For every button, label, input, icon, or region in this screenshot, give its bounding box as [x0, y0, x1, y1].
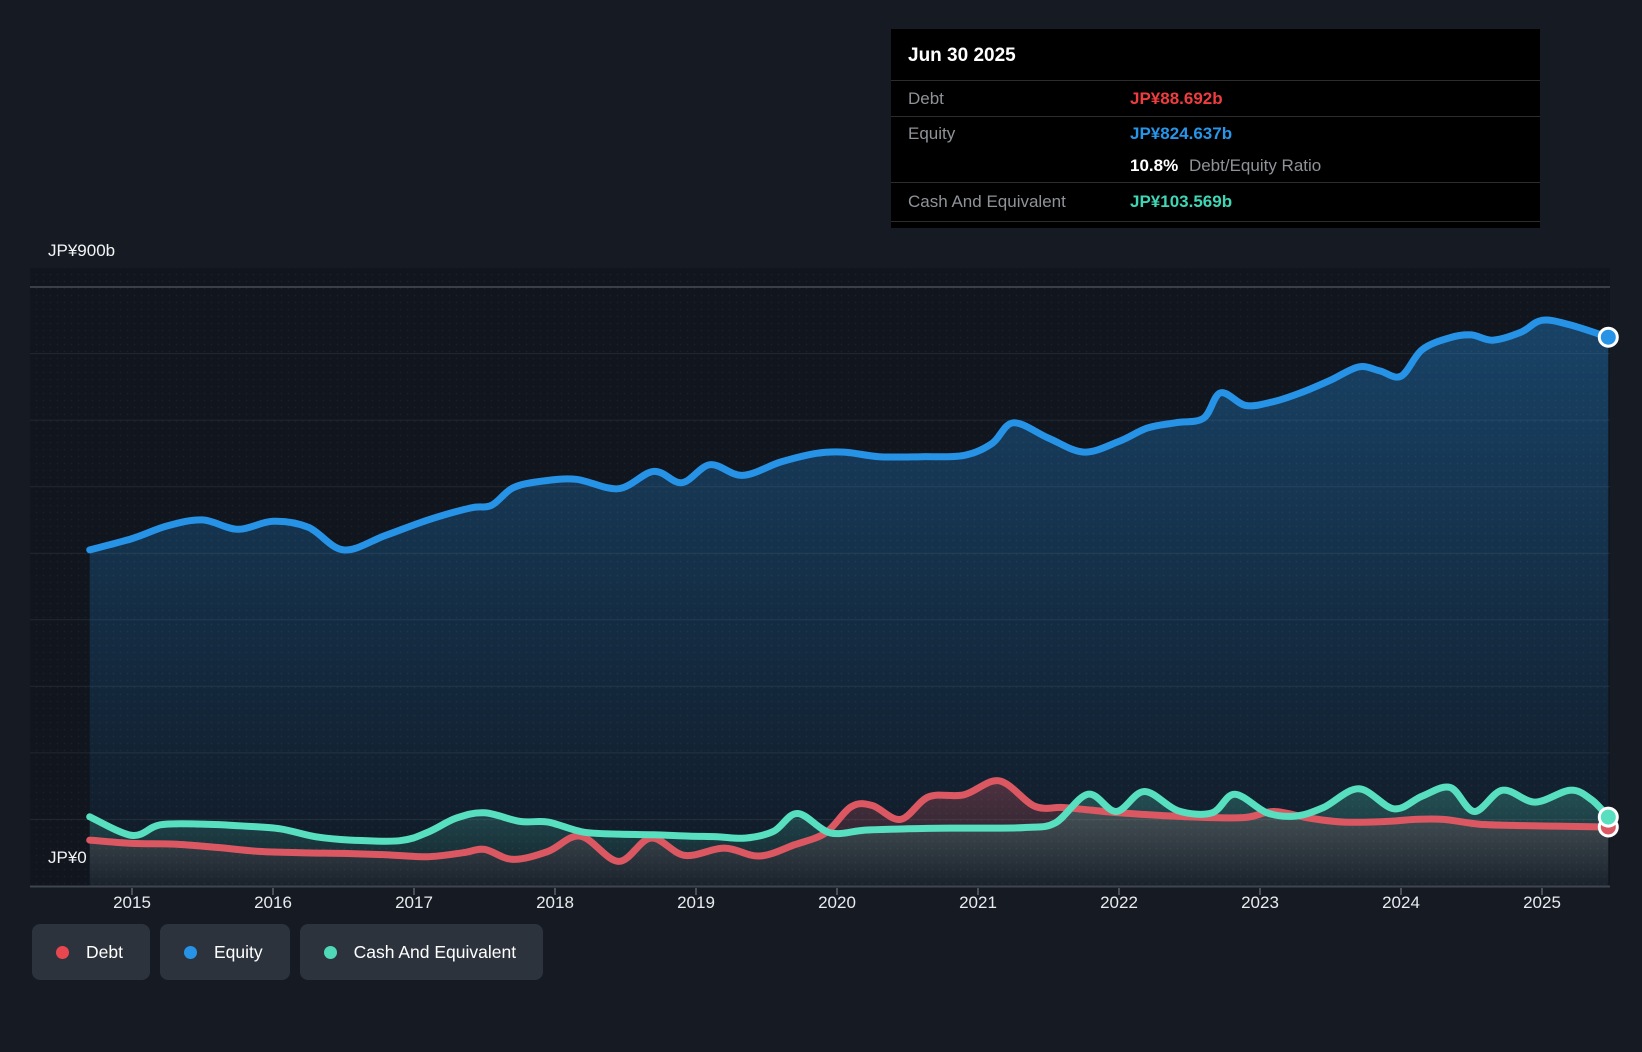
debt-legend-dot-icon: [56, 945, 69, 959]
x-axis-label-2020: 2020: [818, 893, 856, 912]
x-axis-label-2018: 2018: [536, 893, 574, 912]
equity-legend-dot-icon: [183, 945, 197, 959]
tooltip-row-ratio: 10.8% Debt/Equity Ratio: [891, 150, 1540, 182]
legend-chip-equity[interactable]: Equity: [159, 924, 290, 980]
chart-legend: Debt Equity Cash And Equivalent: [32, 924, 544, 980]
legend-label: Equity: [213, 941, 263, 962]
legend-chip-cash-and-equivalent[interactable]: Cash And Equivalent: [299, 924, 544, 980]
tooltip-cash-value: JP¥103.569b: [1130, 192, 1233, 211]
tooltip-equity-value: JP¥824.637b: [1130, 123, 1233, 143]
x-axis-label-2016: 2016: [254, 893, 292, 912]
tooltip-row-cash: Cash And Equivalent JP¥103.569b: [891, 182, 1540, 222]
cash-and-equivalent-endpoint-marker: [1597, 806, 1619, 828]
equity-line: [86, 316, 1612, 554]
chart-tooltip: Jun 30 2025 Debt JP¥88.692b Equity JP¥82…: [891, 29, 1540, 228]
tooltip-row-equity: Equity JP¥824.637b: [891, 116, 1540, 150]
tooltip-cash-label: Cash And Equivalent: [908, 192, 1066, 211]
x-axis-label-2019: 2019: [677, 893, 715, 912]
y-axis-max-label: JP¥900b: [48, 241, 116, 260]
x-axis-label-2024: 2024: [1382, 893, 1420, 912]
legend-label: Debt: [86, 941, 123, 962]
x-axis-label-2015: 2015: [113, 893, 151, 912]
tooltip-ratio-label: Debt/Equity Ratio: [1188, 156, 1322, 175]
x-axis-label-2021: 2021: [959, 893, 997, 912]
x-axis-label-2025: 2025: [1523, 893, 1561, 912]
tooltip-debt-value: JP¥88.692b: [1130, 88, 1223, 108]
tooltip-row-debt: Debt JP¥88.692b: [891, 80, 1540, 116]
equity-endpoint-marker: [1597, 326, 1619, 348]
legend-label: Cash And Equivalent: [353, 941, 517, 962]
tooltip-ratio-value: 10.8%: [1130, 156, 1179, 175]
x-axis-label-2023: 2023: [1241, 893, 1279, 912]
tooltip-debt-label: Debt: [908, 88, 944, 108]
x-axis-label-2022: 2022: [1100, 893, 1138, 912]
tooltip-equity-label: Equity: [908, 123, 956, 143]
y-axis-zero-label: JP¥0: [48, 848, 87, 867]
cash-and-equivalent-line: [86, 783, 1612, 845]
x-axis-label-2017: 2017: [395, 893, 433, 912]
debt-line: [86, 777, 1612, 865]
x-axis: [30, 885, 1610, 895]
tooltip-date: Jun 30 2025: [908, 45, 1016, 66]
cash-and-equivalent-legend-dot-icon: [323, 945, 337, 959]
endpoint-markers: [1597, 326, 1619, 838]
legend-chip-debt[interactable]: Debt: [32, 924, 150, 980]
series-lines: [86, 316, 1612, 865]
